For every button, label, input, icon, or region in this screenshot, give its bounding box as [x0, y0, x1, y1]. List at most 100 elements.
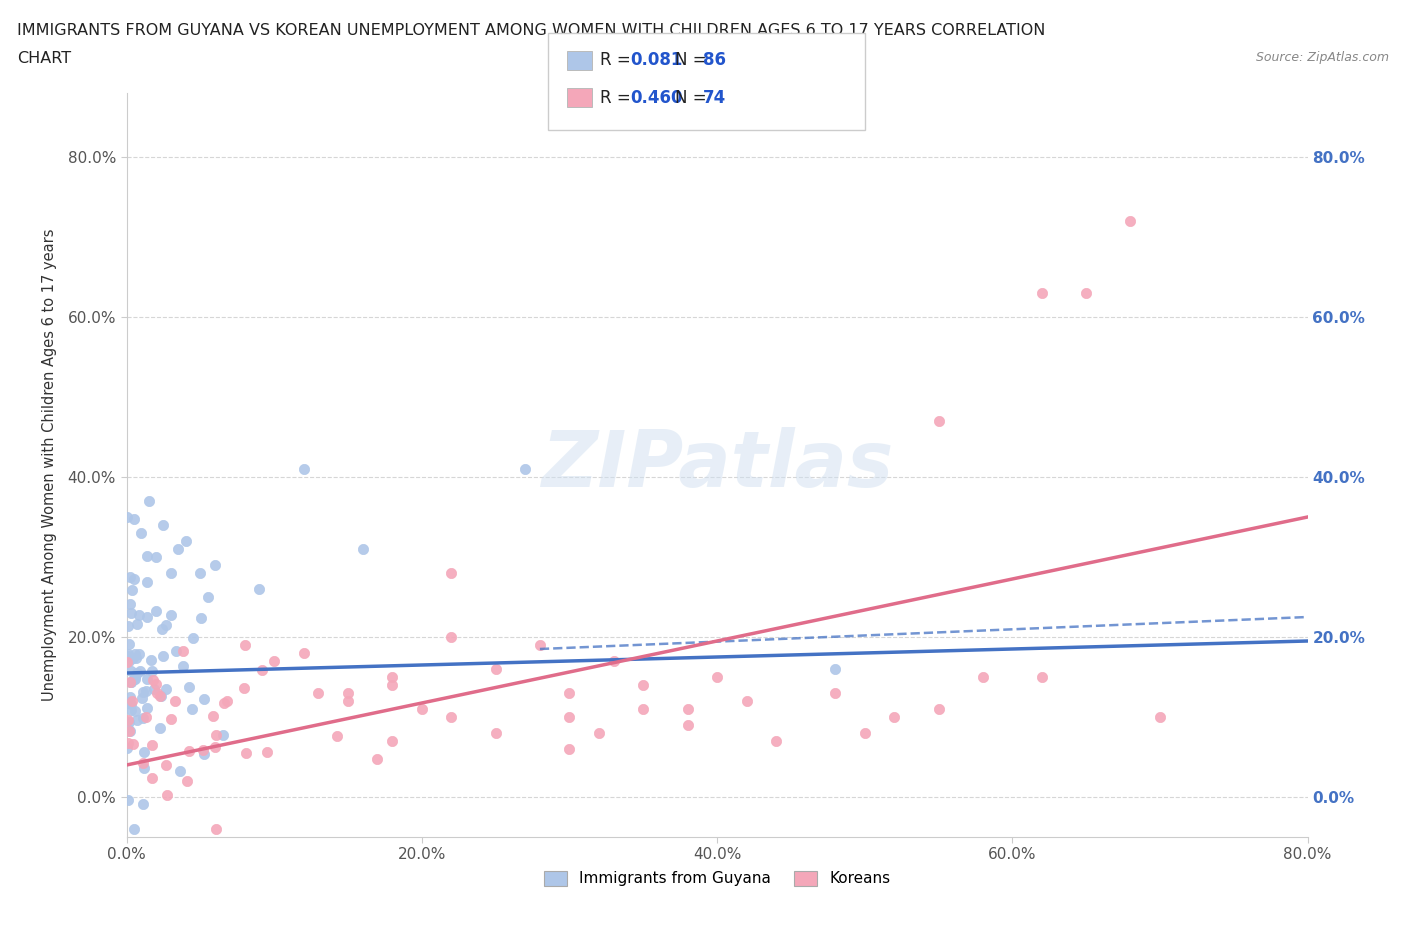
Point — [233, 638, 256, 653]
Point — [1119, 214, 1142, 229]
Point — [124, 703, 146, 718]
Point — [193, 746, 215, 761]
Point — [204, 558, 226, 573]
Point — [122, 512, 145, 526]
Point — [352, 541, 374, 556]
Point — [122, 821, 145, 836]
Point — [139, 653, 162, 668]
Point — [118, 596, 141, 611]
Point — [440, 630, 463, 644]
Point — [155, 682, 177, 697]
Point — [515, 461, 537, 476]
Point — [172, 644, 194, 658]
Point — [146, 685, 169, 700]
Point — [167, 541, 190, 556]
Text: 0.081: 0.081 — [630, 51, 682, 70]
Legend: Immigrants from Guyana, Koreans: Immigrants from Guyana, Koreans — [538, 865, 896, 893]
Point — [232, 680, 254, 695]
Point — [211, 728, 233, 743]
Point — [337, 685, 360, 700]
Point — [558, 710, 581, 724]
Point — [603, 654, 626, 669]
Point — [141, 771, 163, 786]
Point — [122, 671, 145, 686]
Point — [120, 697, 142, 711]
Point — [117, 712, 139, 727]
Point — [193, 742, 215, 757]
Point — [115, 510, 138, 525]
Point — [326, 729, 349, 744]
Point — [125, 617, 148, 631]
Point — [117, 695, 139, 710]
Point — [972, 670, 994, 684]
Point — [149, 689, 172, 704]
Point — [135, 684, 157, 698]
Point — [128, 607, 150, 622]
Point — [217, 693, 239, 708]
Point — [928, 701, 950, 716]
Point — [181, 631, 204, 645]
Point — [128, 646, 150, 661]
Point — [824, 685, 846, 700]
Point — [160, 607, 183, 622]
Y-axis label: Unemployment Among Women with Children Ages 6 to 17 years: Unemployment Among Women with Children A… — [42, 229, 56, 701]
Point — [132, 744, 155, 759]
Point — [633, 701, 655, 716]
Point — [121, 583, 143, 598]
Text: 86: 86 — [703, 51, 725, 70]
Point — [529, 638, 551, 653]
Point — [381, 670, 404, 684]
Point — [118, 674, 141, 689]
Point — [117, 736, 139, 751]
Point — [633, 678, 655, 693]
Point — [152, 518, 174, 533]
Point — [883, 710, 905, 724]
Point — [117, 646, 139, 661]
Point — [169, 764, 191, 778]
Point — [117, 648, 139, 663]
Point — [155, 618, 177, 632]
Point — [928, 414, 950, 429]
Point — [558, 741, 581, 756]
Point — [205, 728, 228, 743]
Point — [177, 680, 200, 695]
Point — [381, 734, 404, 749]
Text: 74: 74 — [703, 88, 727, 107]
Point — [706, 670, 728, 684]
Point — [132, 760, 155, 775]
Point — [120, 724, 142, 738]
Text: R =: R = — [600, 51, 637, 70]
Point — [558, 685, 581, 700]
Point — [256, 744, 278, 759]
Text: N =: N = — [675, 88, 711, 107]
Point — [120, 674, 142, 689]
Point — [193, 692, 215, 707]
Point — [135, 549, 157, 564]
Point — [135, 700, 157, 715]
Point — [122, 571, 145, 586]
Point — [484, 725, 508, 740]
Text: 0.460: 0.460 — [630, 88, 682, 107]
Point — [125, 713, 148, 728]
Point — [129, 525, 153, 540]
Point — [136, 575, 159, 590]
Point — [381, 678, 404, 693]
Point — [131, 691, 153, 706]
Point — [129, 664, 152, 679]
Point — [117, 619, 139, 634]
Point — [145, 550, 167, 565]
Point — [172, 658, 194, 673]
Point — [142, 672, 165, 687]
Point — [142, 682, 165, 697]
Point — [121, 694, 143, 709]
Point — [292, 461, 315, 476]
Point — [484, 661, 508, 676]
Point — [149, 688, 172, 703]
Point — [120, 605, 142, 620]
Point — [156, 788, 179, 803]
Point — [188, 565, 212, 580]
Point — [588, 725, 610, 740]
Point — [250, 662, 273, 677]
Point — [117, 722, 139, 737]
Point — [131, 797, 153, 812]
